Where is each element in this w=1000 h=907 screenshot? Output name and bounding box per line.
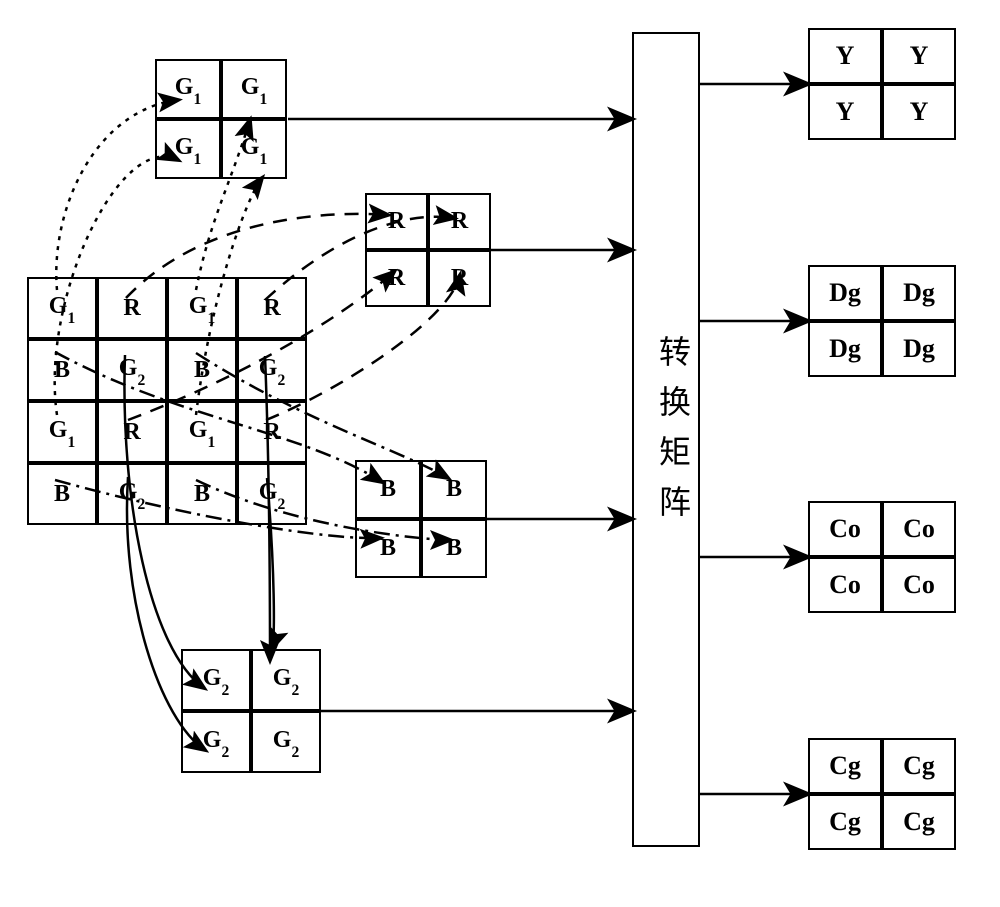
g2-block-cell: G2 (251, 649, 321, 711)
y-block-cell: Y (808, 84, 882, 140)
r-block-cell: R (365, 250, 428, 307)
g2-block-cell: G2 (181, 711, 251, 773)
r-block-cell: R (428, 193, 491, 250)
bayer-cell: G1 (167, 401, 237, 463)
transform-matrix-label: 转换矩阵 (650, 335, 696, 535)
bayer-cell: G1 (27, 277, 97, 339)
bayer-cell: B (27, 339, 97, 401)
dg-block-cell: Dg (808, 265, 882, 321)
bayer-cell: R (97, 277, 167, 339)
bayer-cell: B (167, 339, 237, 401)
y-block-cell: Y (882, 84, 956, 140)
r-block-cell: R (365, 193, 428, 250)
r-block-cell: R (428, 250, 491, 307)
dg-block-cell: Dg (882, 321, 956, 377)
cg-block-cell: Cg (882, 738, 956, 794)
dg-block-cell: Dg (808, 321, 882, 377)
bayer-cell: B (27, 463, 97, 525)
g1-block-cell: G1 (221, 119, 287, 179)
bayer-cell: G1 (167, 277, 237, 339)
cg-block-cell: Cg (882, 794, 956, 850)
g1-block-cell: G1 (155, 59, 221, 119)
bayer-cell: B (167, 463, 237, 525)
g1-block-cell: G1 (221, 59, 287, 119)
g2-block-cell: G2 (251, 711, 321, 773)
co-block-cell: Co (808, 501, 882, 557)
y-block-cell: Y (882, 28, 956, 84)
y-block-cell: Y (808, 28, 882, 84)
g2-block-cell: G2 (181, 649, 251, 711)
cg-block-cell: Cg (808, 794, 882, 850)
b-block-cell: B (421, 460, 487, 519)
g1-block-cell: G1 (155, 119, 221, 179)
bayer-cell: G2 (97, 463, 167, 525)
b-block-cell: B (355, 519, 421, 578)
b-block-cell: B (355, 460, 421, 519)
bayer-cell: G2 (237, 339, 307, 401)
co-block-cell: Co (808, 557, 882, 613)
dg-block-cell: Dg (882, 265, 956, 321)
bayer-cell: G2 (237, 463, 307, 525)
bayer-cell: R (237, 401, 307, 463)
bayer-cell: G2 (97, 339, 167, 401)
bayer-cell: R (97, 401, 167, 463)
co-block-cell: Co (882, 501, 956, 557)
co-block-cell: Co (882, 557, 956, 613)
bayer-cell: G1 (27, 401, 97, 463)
bayer-cell: R (237, 277, 307, 339)
b-block-cell: B (421, 519, 487, 578)
cg-block-cell: Cg (808, 738, 882, 794)
